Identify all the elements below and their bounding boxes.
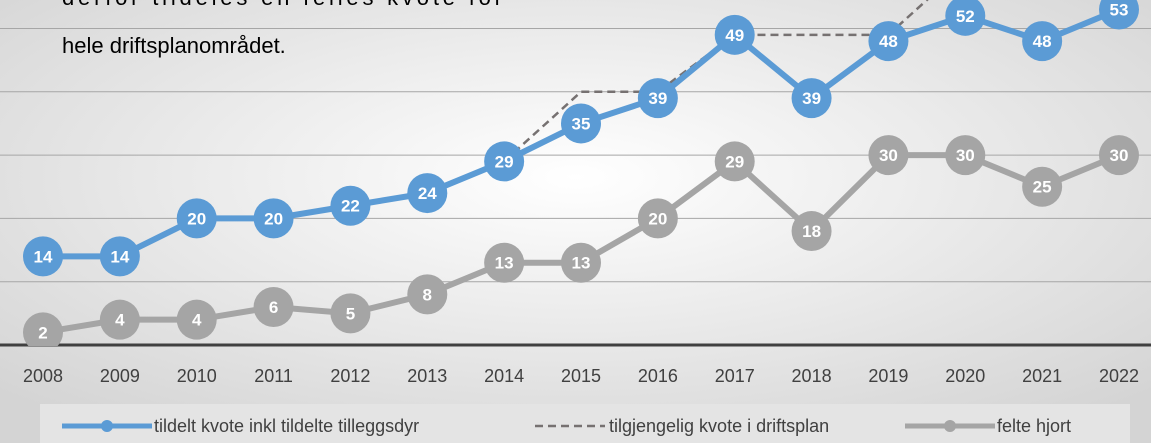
marker bbox=[637, 198, 678, 239]
data-label: 29 bbox=[725, 152, 744, 171]
marker bbox=[23, 312, 63, 346]
x-tick-label: 2016 bbox=[638, 366, 678, 386]
legend-label[interactable]: felte hjort bbox=[997, 416, 1071, 436]
marker bbox=[868, 21, 909, 62]
marker bbox=[1099, 0, 1139, 30]
marker bbox=[253, 198, 294, 239]
marker bbox=[1022, 166, 1063, 207]
data-label: 20 bbox=[264, 209, 283, 228]
data-label: 30 bbox=[879, 146, 898, 165]
data-label: 14 bbox=[110, 247, 129, 266]
x-tick-label: 2015 bbox=[561, 366, 601, 386]
data-label: 30 bbox=[956, 146, 975, 165]
data-label: 5 bbox=[346, 304, 355, 323]
data-label: 4 bbox=[115, 311, 125, 330]
data-label: 13 bbox=[495, 254, 514, 273]
marker bbox=[714, 14, 755, 55]
x-tick-label: 2019 bbox=[868, 366, 908, 386]
data-label: 20 bbox=[648, 209, 667, 228]
marker bbox=[791, 211, 832, 252]
x-tick-label: 2020 bbox=[945, 366, 985, 386]
marker bbox=[945, 0, 986, 36]
marker bbox=[23, 236, 63, 277]
annotation: hele driftsplanområdet. bbox=[62, 33, 286, 58]
annotation: derfor tildeles en felles kvote for bbox=[62, 0, 502, 10]
data-label: 18 bbox=[802, 222, 821, 241]
legend-marker bbox=[101, 420, 113, 432]
legend-label[interactable]: tilgjengelig kvote i driftsplan bbox=[609, 416, 829, 436]
x-tick-label: 2017 bbox=[715, 366, 755, 386]
marker bbox=[637, 78, 678, 119]
marker bbox=[1099, 135, 1139, 176]
marker bbox=[868, 135, 909, 176]
x-tick-label: 2013 bbox=[407, 366, 447, 386]
data-label: 13 bbox=[572, 254, 591, 273]
data-label: 4 bbox=[192, 311, 202, 330]
legend-marker bbox=[944, 420, 956, 432]
data-label: 2 bbox=[38, 323, 47, 342]
data-label: 39 bbox=[648, 89, 667, 108]
data-label: 20 bbox=[187, 209, 206, 228]
x-tick-label: 2009 bbox=[100, 366, 140, 386]
marker bbox=[99, 236, 140, 277]
marker bbox=[407, 274, 448, 315]
marker bbox=[407, 173, 448, 214]
marker bbox=[714, 141, 755, 182]
data-label: 53 bbox=[1110, 0, 1129, 19]
marker bbox=[330, 293, 371, 334]
marker bbox=[253, 287, 294, 328]
data-label: 25 bbox=[1033, 178, 1052, 197]
x-tick-label: 2022 bbox=[1099, 366, 1139, 386]
data-label: 48 bbox=[1033, 32, 1052, 51]
x-tick-label: 2014 bbox=[484, 366, 524, 386]
data-label: 6 bbox=[269, 298, 278, 317]
x-tick-label: 2021 bbox=[1022, 366, 1062, 386]
data-label: 35 bbox=[572, 114, 591, 133]
marker bbox=[791, 78, 832, 119]
marker bbox=[176, 198, 217, 239]
x-tick-label: 2018 bbox=[792, 366, 832, 386]
legend-label[interactable]: tildelt kvote inkl tildelte tilleggsdyr bbox=[154, 416, 419, 436]
data-label: 14 bbox=[34, 247, 53, 266]
marker bbox=[330, 185, 371, 226]
data-label: 29 bbox=[495, 152, 514, 171]
marker bbox=[484, 242, 525, 283]
data-label: 8 bbox=[423, 285, 432, 304]
marker bbox=[176, 299, 217, 340]
data-label: 22 bbox=[341, 197, 360, 216]
data-label: 52 bbox=[956, 7, 975, 26]
x-tick-label: 2012 bbox=[330, 366, 370, 386]
marker bbox=[484, 141, 525, 182]
data-label: 48 bbox=[879, 32, 898, 51]
data-label: 39 bbox=[802, 89, 821, 108]
x-tick-label: 2011 bbox=[254, 366, 293, 386]
marker bbox=[945, 135, 986, 176]
marker bbox=[561, 242, 601, 283]
marker bbox=[99, 299, 140, 340]
data-label: 24 bbox=[418, 184, 437, 203]
data-label: 30 bbox=[1110, 146, 1129, 165]
marker bbox=[561, 103, 601, 144]
x-tick-label: 2010 bbox=[177, 366, 217, 386]
marker bbox=[1022, 21, 1063, 62]
x-tick-label: 2008 bbox=[23, 366, 63, 386]
data-label: 49 bbox=[725, 26, 744, 45]
